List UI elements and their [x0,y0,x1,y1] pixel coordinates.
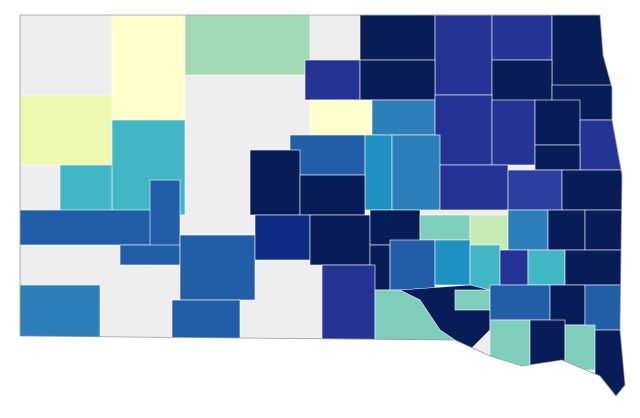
county [119,244,181,266]
county [254,214,311,261]
county [507,209,549,251]
county [364,134,393,211]
county [321,264,376,346]
county [249,149,301,216]
county [359,15,436,61]
county [434,239,471,286]
county [534,144,581,171]
county [549,284,586,326]
county [469,244,501,291]
county [20,94,113,166]
county [561,169,623,211]
county [391,134,441,211]
county [499,249,529,286]
county [289,134,366,176]
county [547,209,586,251]
county [184,15,311,76]
county [304,59,361,101]
county [534,99,581,146]
county [491,15,553,61]
county [299,174,366,216]
county [527,249,566,286]
county [359,59,436,101]
county [439,164,509,211]
county [434,94,493,166]
county [564,324,596,371]
county [507,169,563,211]
county [111,15,186,121]
county [491,99,536,166]
county [20,284,101,341]
county [454,289,491,311]
county [564,249,623,286]
county [309,99,373,136]
state-outline [19,14,626,397]
county [584,284,625,331]
county [59,164,113,216]
county [371,99,436,136]
county [469,214,509,251]
county [309,214,371,266]
county [594,329,625,396]
county [389,239,436,291]
county [419,214,471,241]
county [489,284,551,321]
county [579,119,623,171]
county [179,234,256,301]
county [369,209,421,246]
county [584,209,623,251]
county [434,15,493,96]
